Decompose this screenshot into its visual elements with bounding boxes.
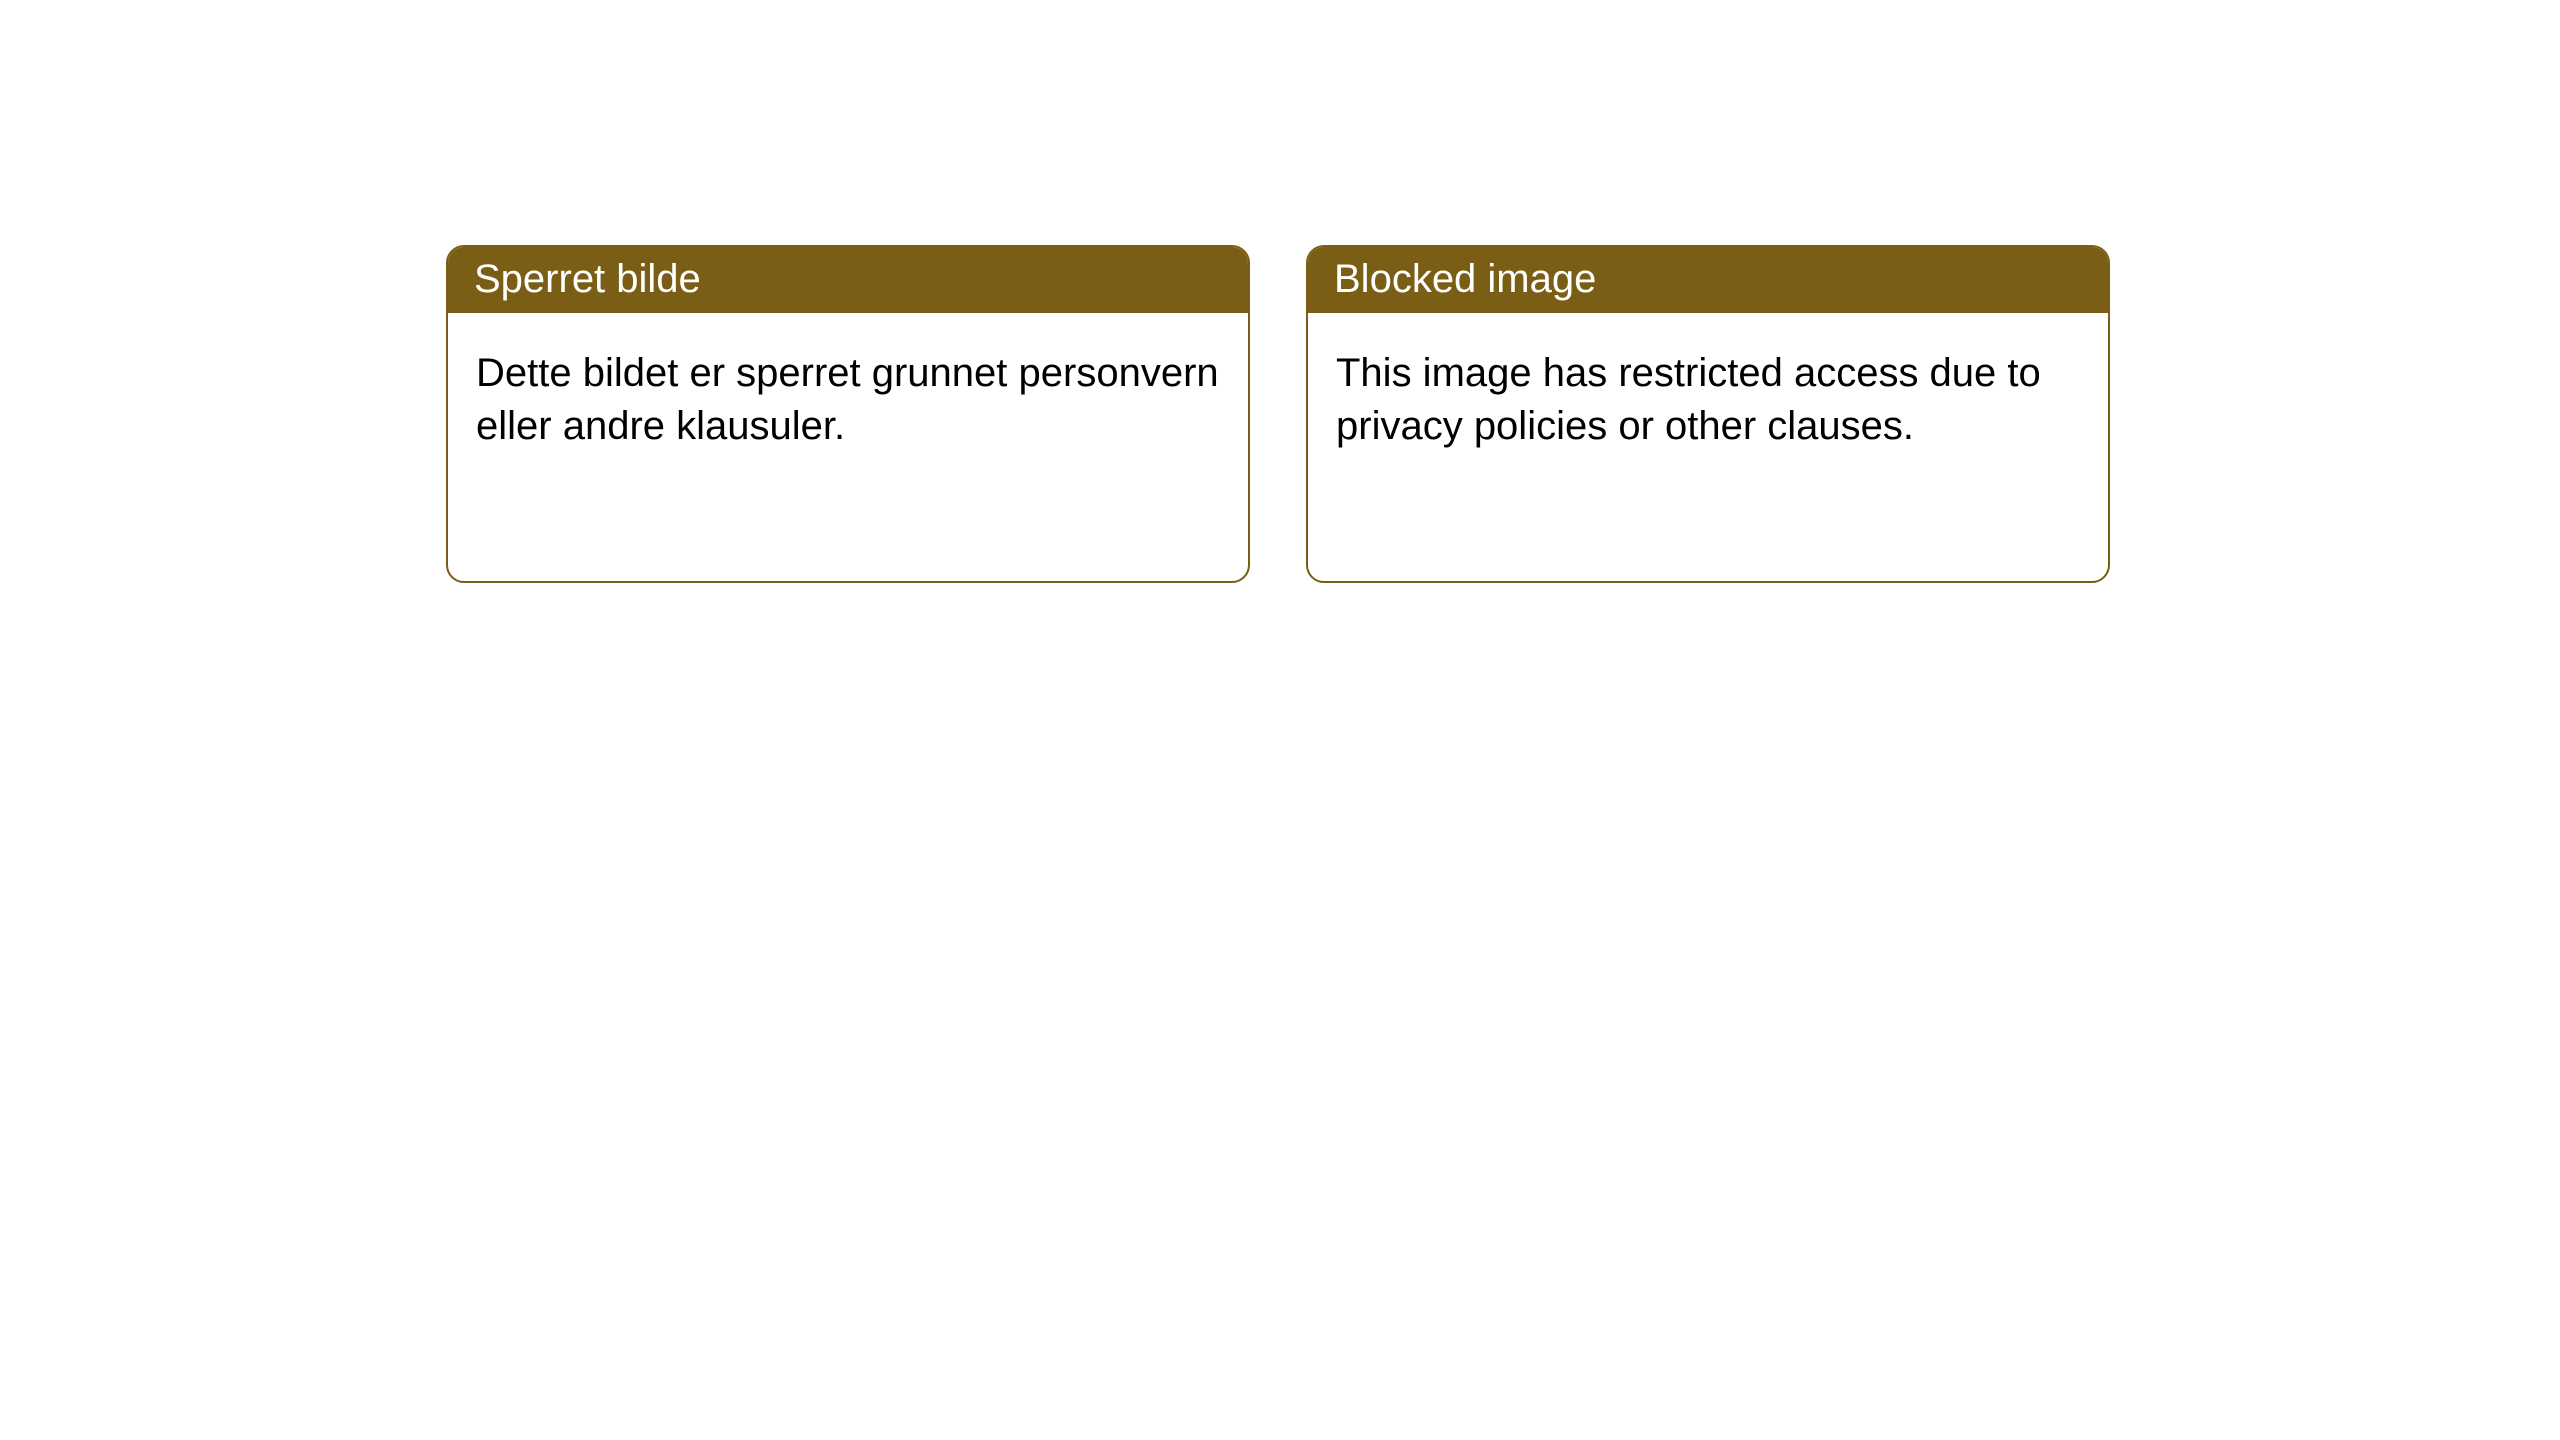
notice-header: Sperret bilde [448,247,1248,313]
notice-card-english: Blocked image This image has restricted … [1306,245,2110,583]
notice-card-norwegian: Sperret bilde Dette bildet er sperret gr… [446,245,1250,583]
notice-header: Blocked image [1308,247,2108,313]
notice-body: This image has restricted access due to … [1308,313,2108,487]
notice-body: Dette bildet er sperret grunnet personve… [448,313,1248,487]
notice-body-text: Dette bildet er sperret grunnet personve… [476,351,1219,448]
notice-title: Blocked image [1334,257,1596,301]
notice-container: Sperret bilde Dette bildet er sperret gr… [0,0,2560,583]
notice-title: Sperret bilde [474,257,701,301]
notice-body-text: This image has restricted access due to … [1336,351,2041,448]
